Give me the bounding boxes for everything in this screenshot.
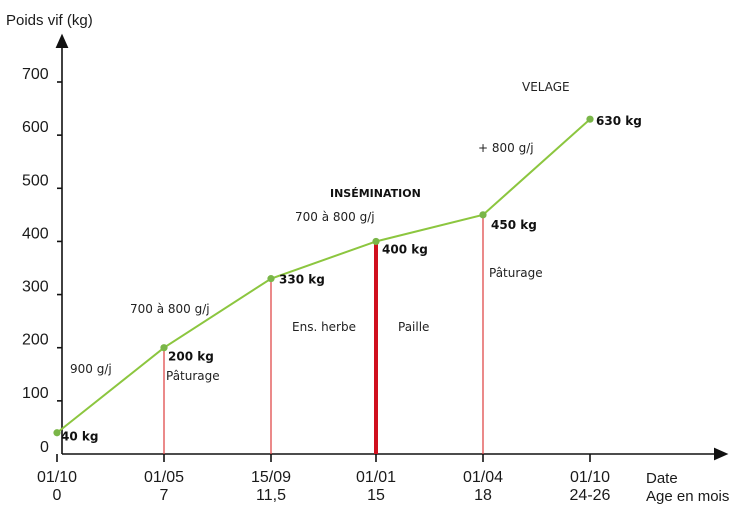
annotation-rate-2: 700 à 800 g/j — [130, 302, 210, 316]
x-tick-label-date: 01/05 — [144, 469, 184, 486]
data-label: 630 kg — [596, 114, 642, 128]
annotation-insemination: INSÉMINATION — [330, 187, 421, 200]
x-axis-title: Date — [646, 470, 678, 487]
annotation-feed-3: Paille — [398, 320, 429, 334]
x-tick-label-date: 01/10 — [37, 469, 77, 486]
x-ticks: 01/10001/05715/0911,501/011501/041801/10… — [37, 454, 611, 504]
annotation-rate-1: 900 g/j — [70, 362, 112, 376]
x-tick-label-age: 7 — [160, 487, 169, 504]
x-tick-label-date: 15/09 — [251, 469, 291, 486]
x-tick-label-date: 01/01 — [356, 469, 396, 486]
y-ticks: 0 100 200 300 400 500 600 700 — [22, 66, 62, 456]
annotation-rate-4: + 800 g/j — [478, 141, 534, 155]
y-tick-label: 400 — [22, 225, 49, 242]
data-label: 450 kg — [491, 218, 537, 232]
series-growth — [53, 115, 594, 437]
data-point — [479, 211, 487, 219]
annotation-velage: VELAGE — [522, 80, 570, 94]
data-label: 400 kg — [382, 242, 428, 256]
data-point — [160, 344, 168, 352]
x-tick-label-date: 01/10 — [570, 469, 610, 486]
x-tick-label-age: 15 — [367, 487, 385, 504]
series-line — [56, 118, 591, 434]
annotation-rate-3: 700 à 800 g/j — [295, 210, 375, 224]
y-tick-label: 200 — [22, 332, 49, 349]
y-tick-label: 600 — [22, 119, 49, 136]
y-tick-label: 100 — [22, 385, 49, 402]
y-tick-label: 700 — [22, 66, 49, 83]
annotation-feed-1: Pâturage — [166, 369, 220, 383]
x-tick-label-age: 0 — [53, 487, 62, 504]
x-tick-label-age: 11,5 — [256, 487, 286, 504]
x-tick-label-date: 01/04 — [463, 469, 503, 486]
data-point — [267, 275, 275, 283]
annotation-feed-2: Ens. herbe — [292, 320, 356, 334]
point-labels: 40 kg 200 kg 330 kg 400 kg 450 kg 630 kg — [61, 114, 642, 444]
data-point — [372, 237, 380, 246]
data-label: 330 kg — [279, 273, 325, 287]
data-point — [53, 429, 61, 437]
data-label: 200 kg — [168, 350, 214, 364]
x-axis-secondary-title: Age en mois — [646, 488, 729, 505]
data-label: 40 kg — [61, 430, 98, 444]
y-tick-label: 500 — [22, 172, 49, 189]
data-point — [586, 115, 594, 123]
y-axis-title: Poids vif (kg) — [6, 12, 93, 29]
x-tick-label-age: 24-26 — [570, 487, 611, 504]
drop-lines — [163, 214, 484, 454]
annotation-feed-4: Pâturage — [489, 266, 543, 280]
y-tick-label: 0 — [40, 439, 49, 456]
x-tick-label-age: 18 — [474, 487, 492, 504]
y-tick-label: 300 — [22, 279, 49, 296]
